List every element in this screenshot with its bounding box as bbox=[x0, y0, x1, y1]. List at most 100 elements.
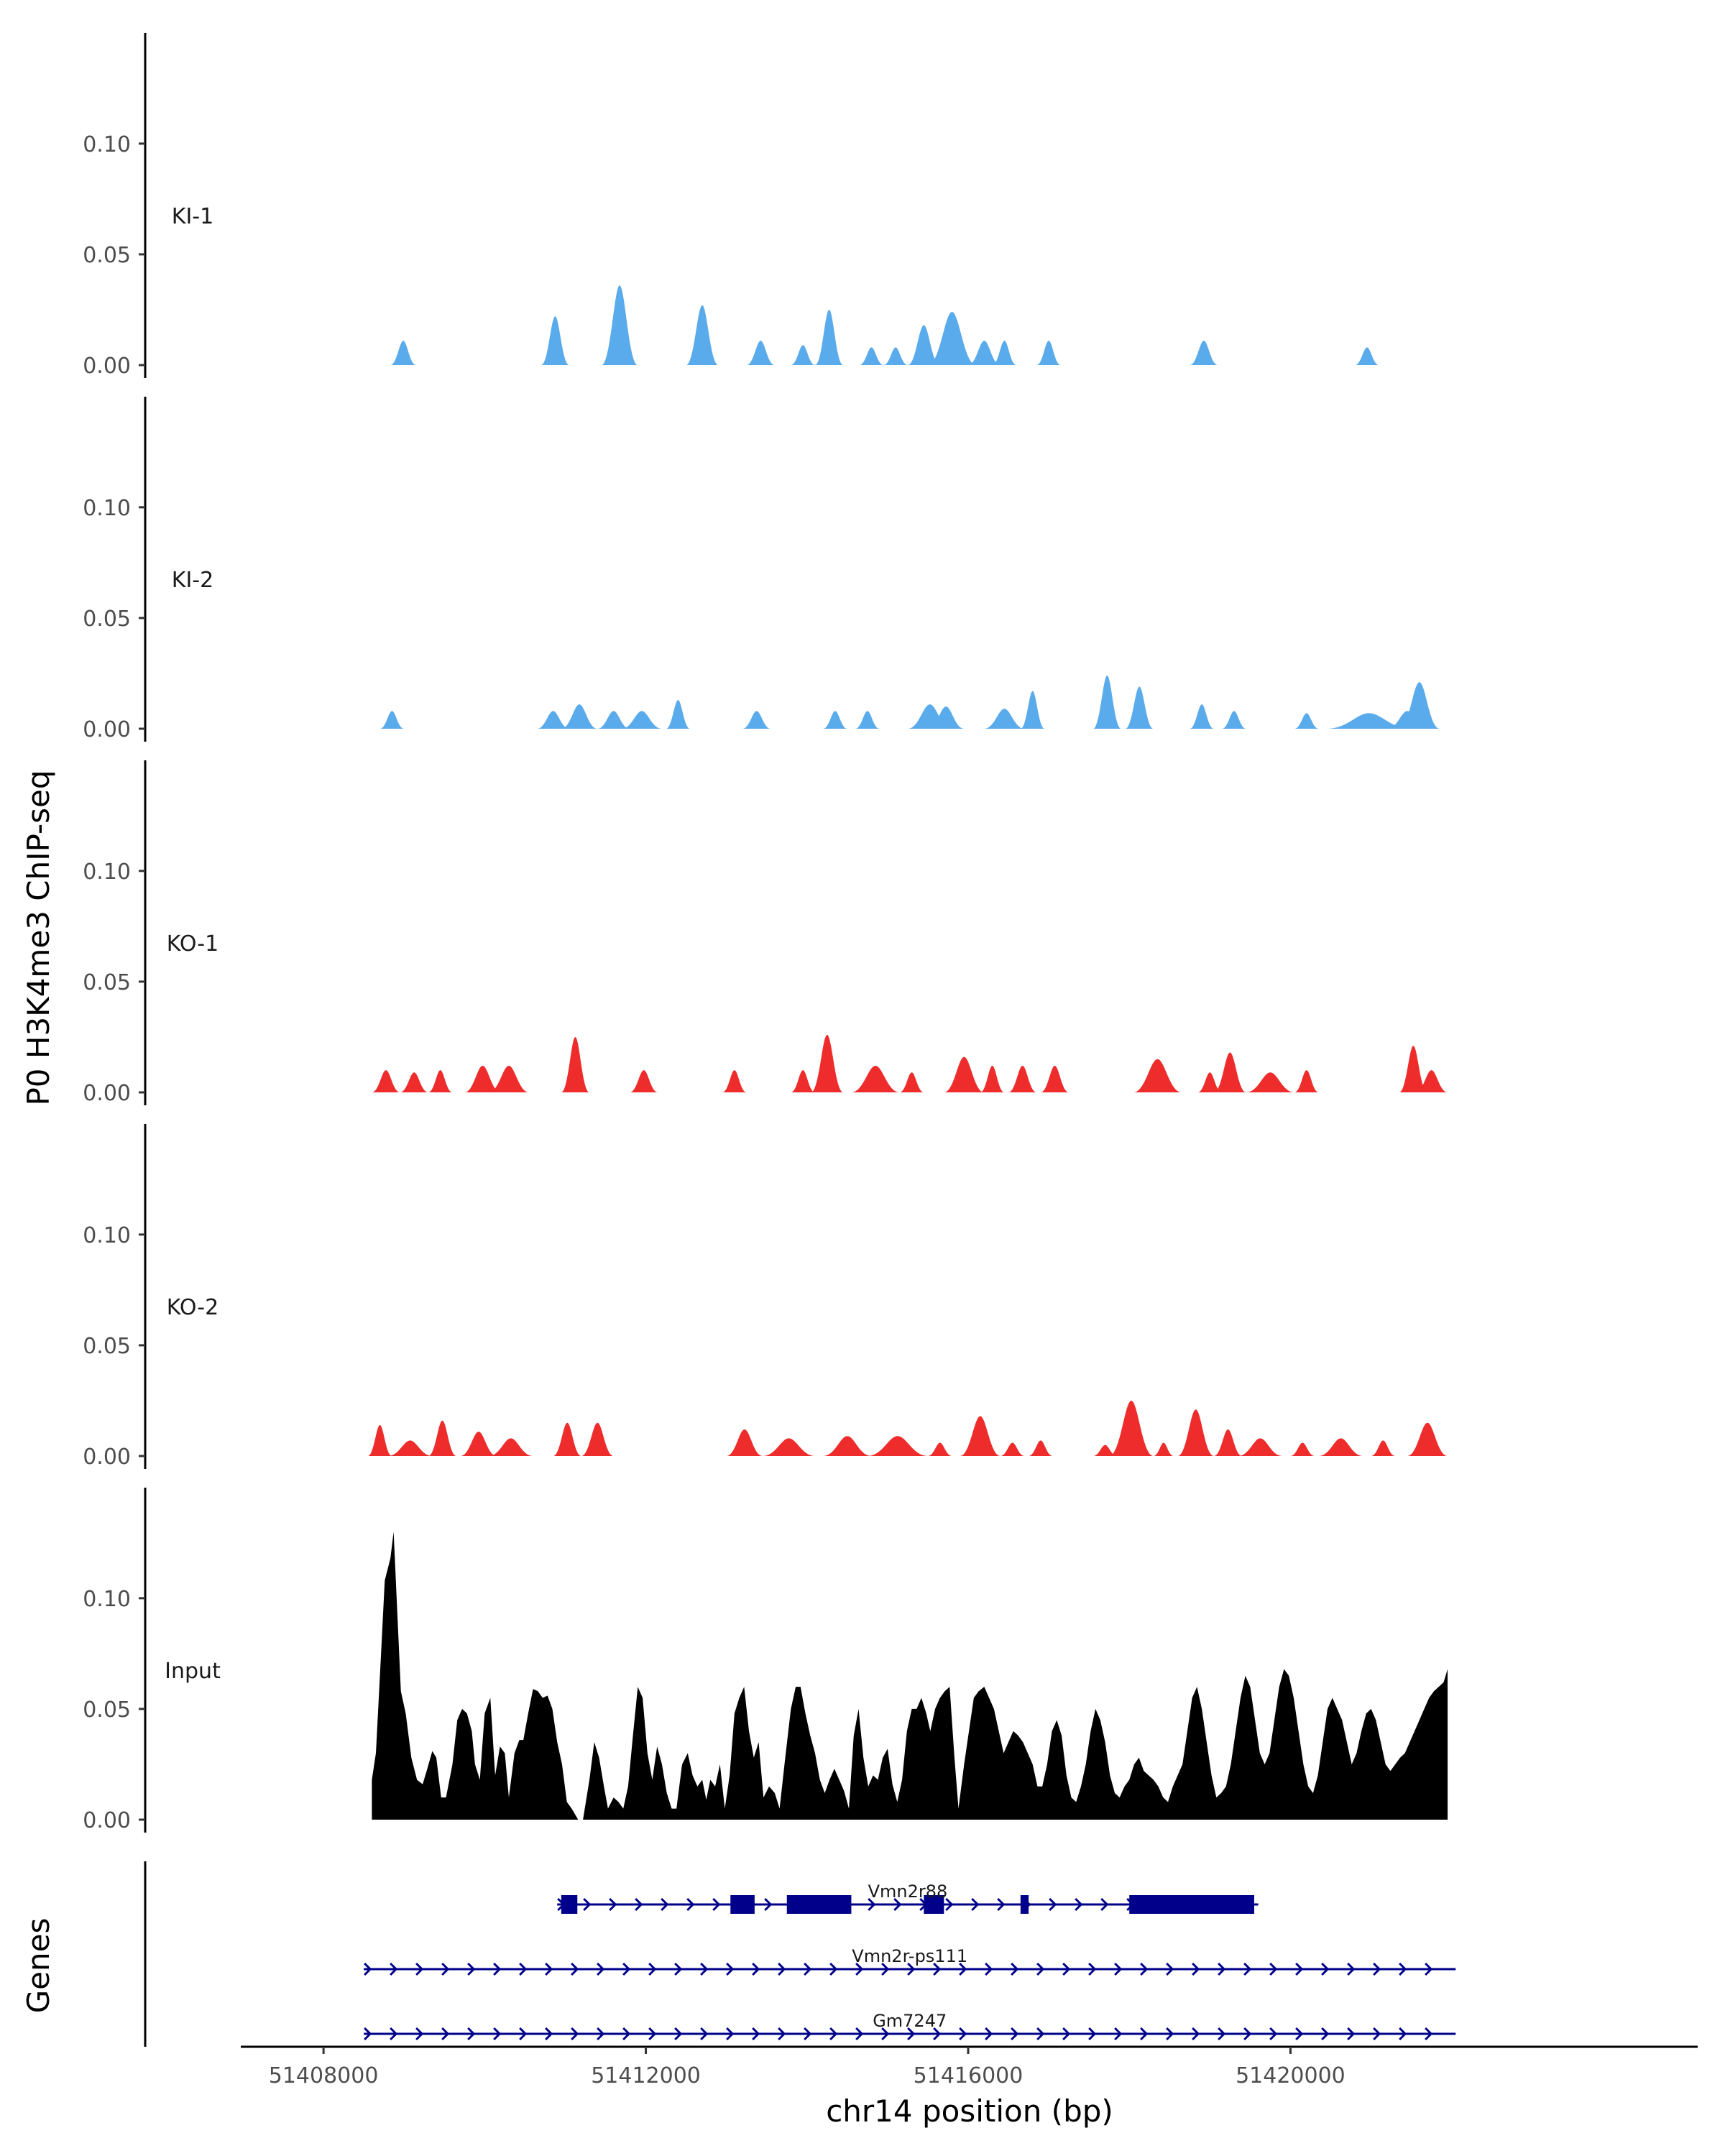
strand-arrow bbox=[364, 2027, 372, 2041]
signal-peak bbox=[746, 341, 775, 365]
genes-axis-title: Genes bbox=[21, 1918, 56, 2014]
strand-arrow bbox=[1373, 1962, 1381, 1976]
strand-arrow bbox=[804, 1962, 812, 1976]
signal-peak bbox=[1318, 1438, 1363, 1456]
strand-arrow bbox=[1140, 1962, 1149, 1976]
signal-peak bbox=[855, 711, 880, 729]
strand-arrow bbox=[1088, 2027, 1097, 2041]
strand-arrow bbox=[686, 1897, 695, 1912]
y-tick-label: 0.10 bbox=[83, 860, 131, 885]
y-tick-label: 0.10 bbox=[83, 496, 131, 521]
signal-peak bbox=[1036, 341, 1061, 365]
strand-arrow bbox=[519, 2027, 528, 2041]
signal-peak bbox=[400, 1072, 428, 1092]
signal-peak bbox=[811, 1034, 844, 1092]
signal-peak bbox=[1153, 1442, 1174, 1456]
gene-name-label: Vmn2r88 bbox=[868, 1881, 948, 1902]
strand-arrow bbox=[804, 2027, 812, 2041]
strand-arrow bbox=[726, 1962, 735, 1976]
signal-peak bbox=[791, 345, 815, 365]
y-tick-label: 0.10 bbox=[83, 132, 131, 157]
strand-arrow bbox=[726, 2027, 735, 2041]
strand-arrow bbox=[674, 2027, 683, 2041]
strand-arrow bbox=[674, 1962, 683, 1976]
signal-profile bbox=[372, 1531, 1448, 1820]
strand-arrow bbox=[467, 1962, 476, 1976]
y-tick-label: 0.00 bbox=[83, 717, 131, 742]
track-ki-2: 0.00 0.05 0.10 KI-2 bbox=[83, 397, 1440, 742]
gene-exon bbox=[730, 1895, 755, 1914]
strand-arrow bbox=[907, 2027, 916, 2041]
signal-peak bbox=[1222, 711, 1246, 729]
signal-peak bbox=[1399, 682, 1440, 729]
signal-peak bbox=[907, 325, 940, 365]
gene-gm7247: Gm7247 bbox=[364, 2011, 1456, 2041]
strand-arrow bbox=[1114, 2027, 1123, 2041]
strand-arrow bbox=[893, 1897, 902, 1912]
strand-arrow bbox=[1269, 2027, 1278, 2041]
strand-arrow bbox=[493, 1962, 502, 1976]
strand-arrow bbox=[1036, 1962, 1045, 1976]
signal-peak bbox=[742, 711, 771, 729]
strand-arrow bbox=[635, 1897, 643, 1912]
strand-arrow bbox=[1011, 1962, 1019, 1976]
signal-peak bbox=[1190, 704, 1214, 729]
signal-peak bbox=[1415, 1070, 1448, 1092]
gene-vmn2r88: Vmn2r88 bbox=[557, 1881, 1259, 1914]
strand-arrow bbox=[1425, 1962, 1433, 1976]
signal-peak bbox=[597, 711, 630, 729]
strand-arrow bbox=[752, 2027, 760, 2041]
strand-arrow bbox=[571, 1962, 579, 1976]
strand-arrow bbox=[1218, 2027, 1226, 2041]
y-tick-label: 0.10 bbox=[83, 1223, 131, 1248]
strand-arrow bbox=[441, 2027, 450, 2041]
gene-name-label: Vmn2r-ps111 bbox=[852, 1946, 967, 1966]
strand-arrow bbox=[1347, 2027, 1356, 2041]
strand-arrow bbox=[868, 1897, 876, 1912]
strand-arrow bbox=[1192, 1962, 1200, 1976]
signal-peak bbox=[968, 341, 1000, 365]
signal-peak bbox=[1294, 1070, 1319, 1092]
gene-exon bbox=[561, 1895, 578, 1914]
signal-peak bbox=[367, 1424, 392, 1456]
signal-peak bbox=[1125, 686, 1154, 729]
strand-arrow bbox=[1062, 2027, 1071, 2041]
gene-exon bbox=[786, 1895, 852, 1914]
strand-arrow bbox=[778, 1962, 786, 1976]
signal-peak bbox=[927, 312, 977, 365]
strand-arrow bbox=[1166, 2027, 1174, 2041]
signal-peak bbox=[1029, 1440, 1053, 1456]
track-input: 0.00 0.05 0.10 Input bbox=[83, 1488, 1448, 1833]
strand-arrow bbox=[1269, 1962, 1278, 1976]
strand-arrow bbox=[959, 2027, 967, 2041]
signal-peak bbox=[763, 1438, 815, 1456]
x-tick-label: 51420000 bbox=[1236, 2063, 1346, 2088]
strand-arrow bbox=[467, 2027, 476, 2041]
signal-peak bbox=[1190, 341, 1218, 365]
strand-arrow bbox=[661, 1897, 669, 1912]
signal-peak bbox=[944, 1056, 985, 1092]
strand-arrow bbox=[933, 1962, 942, 1976]
signal-peak bbox=[851, 1066, 900, 1092]
signal-peak bbox=[561, 704, 598, 729]
y-tick-label: 0.05 bbox=[83, 1697, 131, 1723]
gene-vmn2r-ps111: Vmn2r-ps111 bbox=[364, 1946, 1456, 1976]
strand-arrow bbox=[1321, 1962, 1330, 1976]
strand-arrow bbox=[764, 1897, 773, 1912]
signal-peak bbox=[488, 1438, 533, 1456]
strand-arrow bbox=[1295, 2027, 1304, 2041]
track-label: KO-2 bbox=[167, 1295, 218, 1320]
signal-peak bbox=[1294, 713, 1319, 729]
strand-arrow bbox=[712, 1897, 721, 1912]
strand-arrow bbox=[855, 2027, 864, 2041]
gene-name-label: Gm7247 bbox=[873, 2011, 947, 2031]
signal-peak bbox=[722, 1070, 747, 1092]
signal-peak bbox=[387, 1440, 433, 1456]
signal-peak bbox=[460, 1432, 497, 1456]
signal-peak bbox=[1407, 1422, 1448, 1456]
strand-arrow bbox=[855, 1962, 864, 1976]
strand-arrow bbox=[752, 1962, 760, 1976]
strand-arrow bbox=[1192, 2027, 1200, 2041]
signal-peak bbox=[823, 711, 847, 729]
